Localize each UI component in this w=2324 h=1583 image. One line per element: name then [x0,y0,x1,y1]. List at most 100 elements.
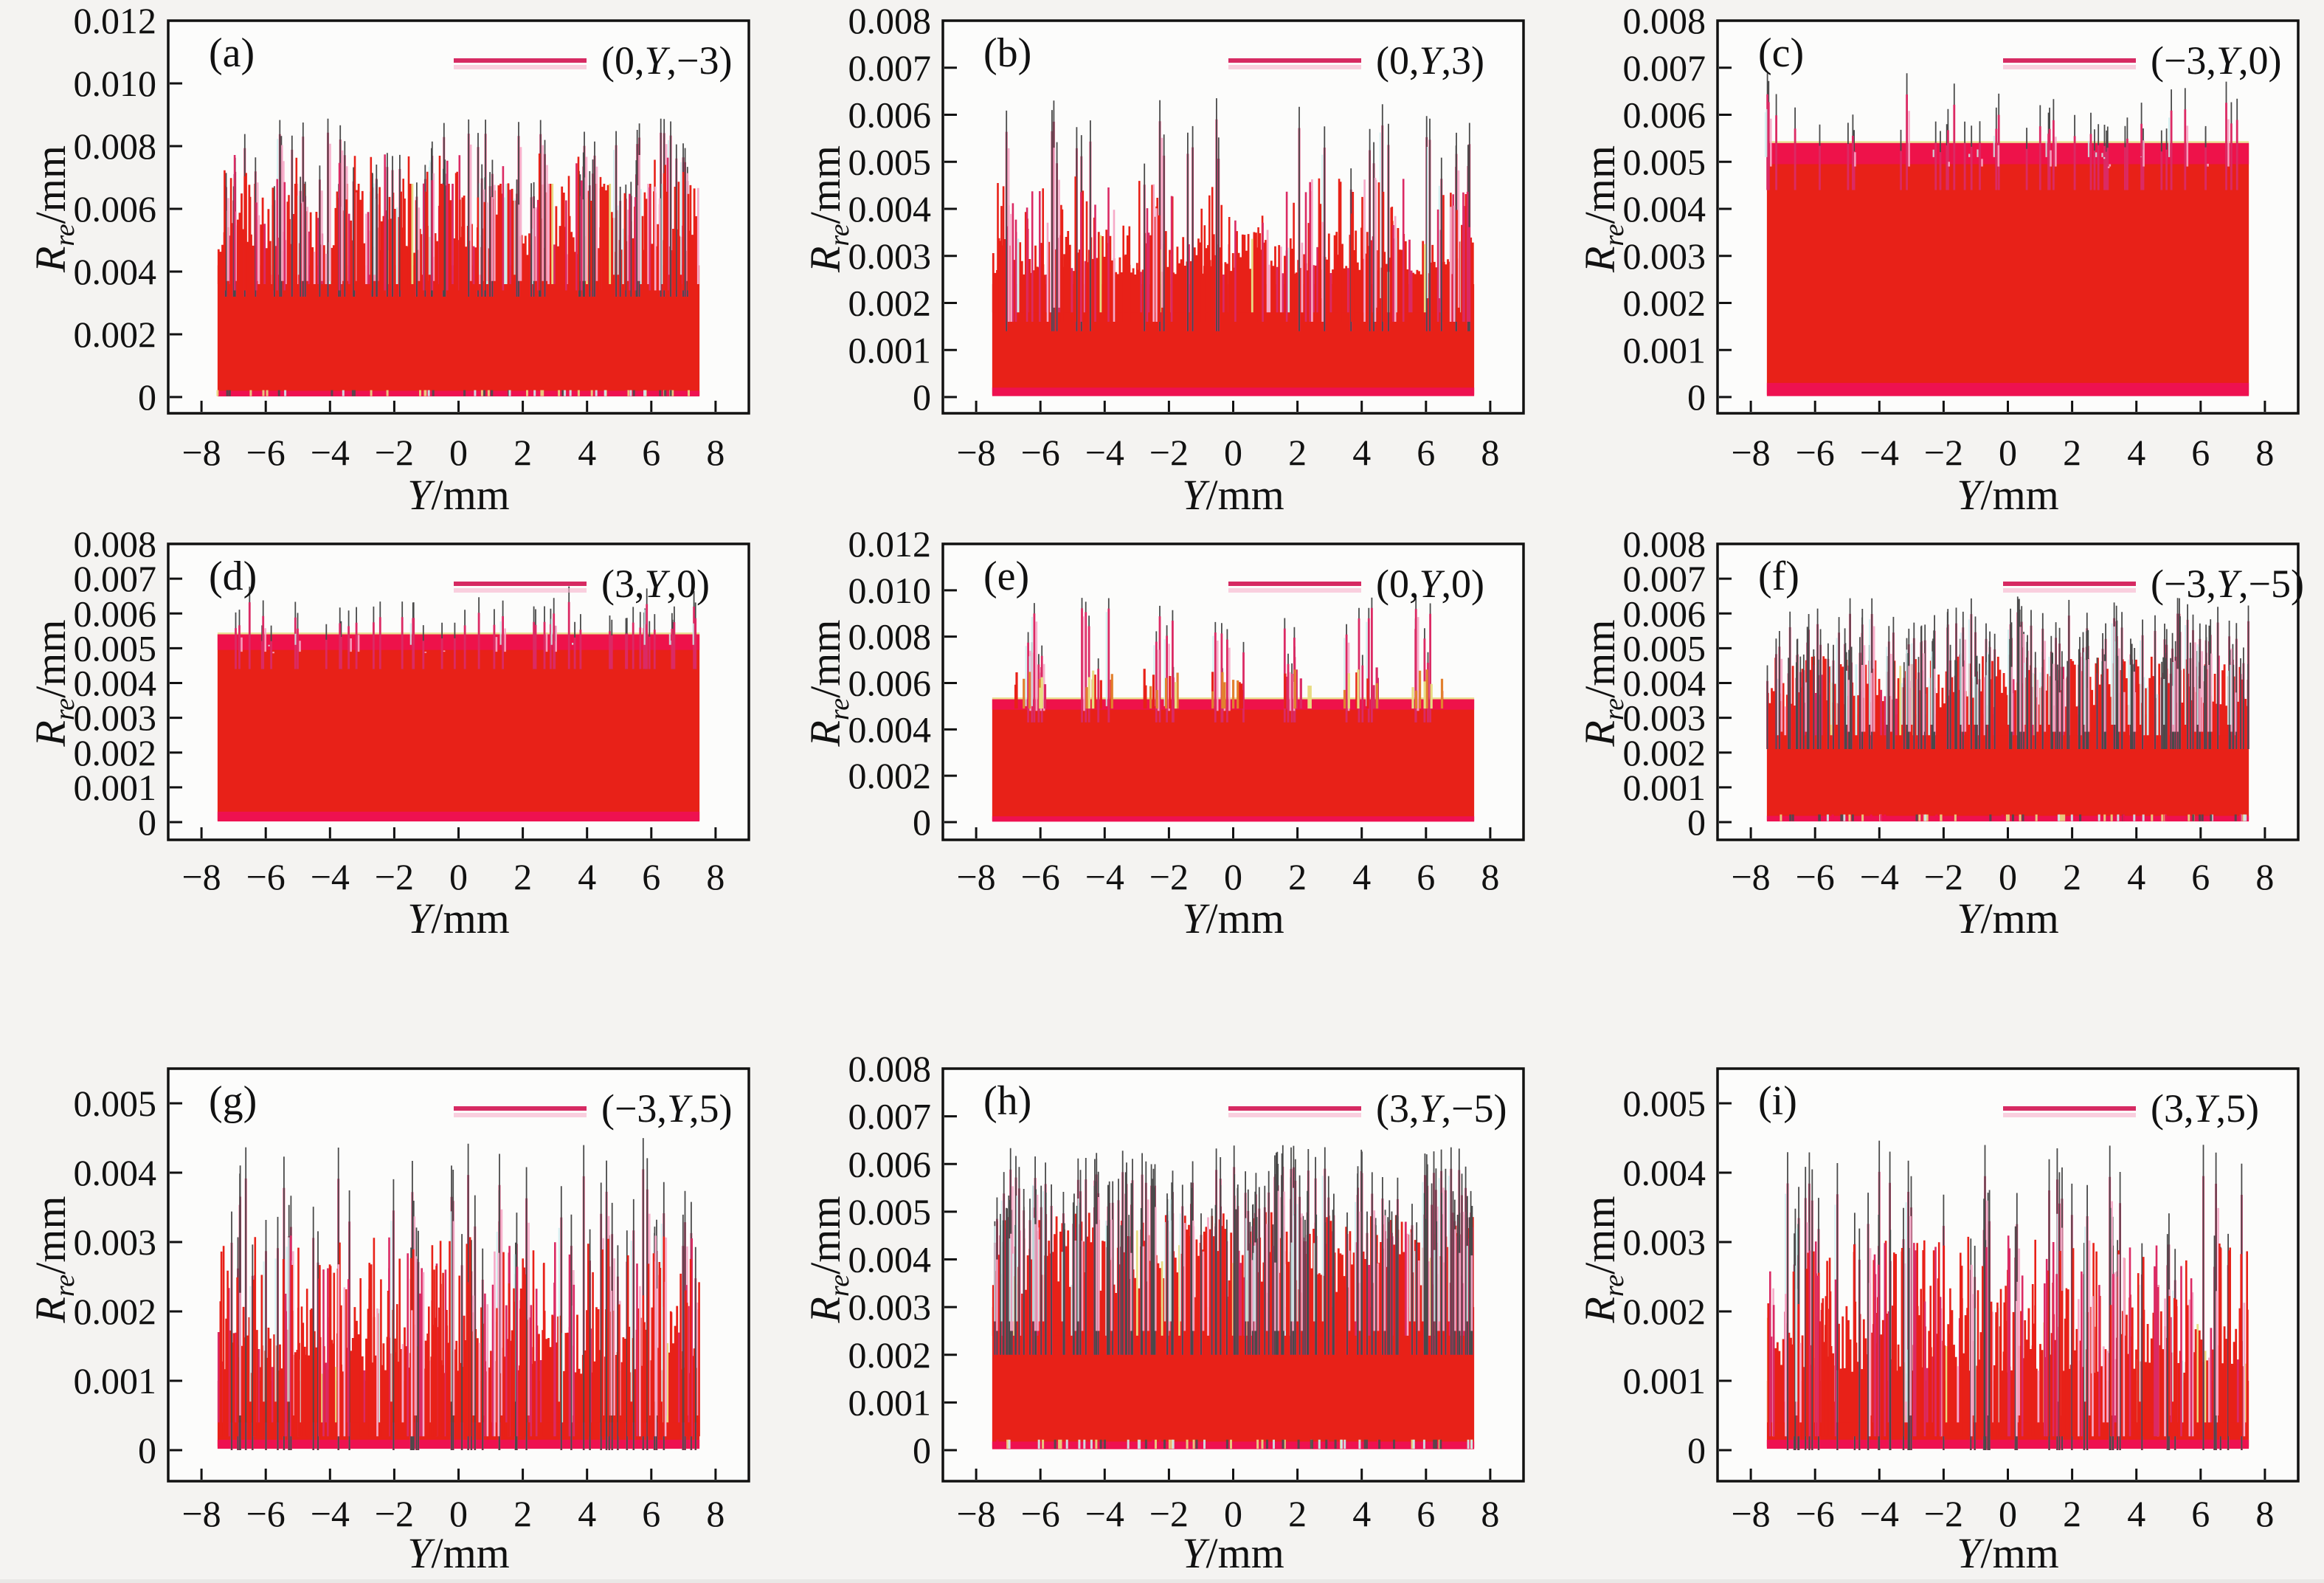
x-tick-label: 6 [642,432,660,473]
y-axis-title: Rre/mm [27,619,80,747]
x-tick-label: −2 [1149,856,1189,897]
x-tick-label: 0 [1999,856,2017,897]
y-tick-label: 0.002 [74,732,157,773]
y-tick-label: 0.001 [1623,1360,1706,1401]
x-tick-label: −8 [1731,856,1770,897]
y-tick-label: 0 [913,376,931,418]
x-tick-label: 8 [706,856,724,897]
y-tick-label: 0.003 [1623,235,1706,277]
y-tick-label: 0.004 [74,663,157,704]
x-tick-label: 0 [1224,432,1242,473]
y-tick-label: 0.008 [1623,523,1706,565]
panel-a: −8 −6 −4 −2 0 2 4 6 8 0 0.002 0.004 0.006 0.008 0.010 0… [27,0,750,519]
x-tick-label: 6 [2191,856,2210,897]
y-tick-label: 0.001 [74,767,157,808]
y-axis-title: Rre/mm [801,619,855,747]
y-tick-label: 0.004 [848,1239,932,1280]
x-tick-label: 8 [706,1493,724,1534]
x-tick-label: 4 [1352,1493,1371,1534]
legend-label: (0,Y,3) [1376,38,1484,83]
x-tick-label: 4 [578,1493,596,1534]
x-axis-title: Y/mm [1957,471,2059,519]
y-tick-label: 0 [1687,1429,1706,1471]
series-bottom-band [217,811,700,822]
axes-frame [941,542,1525,841]
y-tick-label: 0.001 [848,329,932,370]
x-tick-label: 6 [1417,432,1435,473]
x-tick-label: 8 [2255,856,2274,897]
x-tick-label: −6 [1021,1493,1060,1534]
x-tick-label: −6 [1021,432,1060,473]
y-tick-label: 0.002 [848,755,932,796]
y-tick-label: 0.006 [74,593,157,634]
x-tick-label: 0 [449,1493,468,1534]
x-tick-label: 2 [513,856,532,897]
x-axis-title: Y/mm [1957,894,2059,942]
y-tick-label: 0.012 [848,523,932,565]
series-bottom-band [992,816,1475,822]
x-tick-label: −4 [1085,432,1124,473]
y-tick-label: 0.005 [1623,627,1706,669]
y-tick-label: 0.003 [74,1221,157,1263]
series-top-band [1766,142,2249,165]
series-bottom-band [992,387,1475,396]
axes-frame [167,19,750,415]
series-bottom-band [217,390,700,397]
y-tick-label: 0.007 [74,558,157,599]
axes-frame [941,19,1525,415]
x-tick-label: −8 [181,856,221,897]
x-tick-label: −2 [1924,856,1963,897]
x-tick-label: −4 [1860,432,1899,473]
legend-label: (3,Y,−5) [1376,1086,1507,1131]
x-tick-label: 6 [1417,856,1435,897]
x-tick-label: −6 [1021,856,1060,897]
y-axis-title: Rre/mm [801,145,855,273]
series-bottom-band [992,1441,1475,1449]
x-axis-title: Y/mm [407,471,510,519]
x-tick-label: 4 [2127,856,2145,897]
x-tick-label: −2 [375,856,414,897]
x-tick-label: −8 [956,1493,995,1534]
x-tick-label: −2 [375,432,414,473]
series-body [992,699,1475,821]
x-tick-label: −4 [1085,1493,1124,1534]
y-tick-label: 0.004 [74,1152,157,1193]
legend-label: (0,Y,0) [1376,562,1484,606]
y-tick-label: 0.008 [848,1048,932,1089]
panel-letter: (d) [209,553,257,599]
y-tick-label: 0.002 [1623,283,1706,324]
y-tick-label: 0.010 [74,63,157,104]
series-bottom-band [1766,1439,2249,1449]
x-tick-label: −8 [181,432,221,473]
y-tick-label: 0.002 [74,314,157,355]
axes-frame [1716,1067,2300,1483]
y-tick-label: 0.002 [1623,1291,1706,1332]
y-tick-label: 0.008 [848,616,932,658]
x-tick-label: −4 [1860,856,1899,897]
y-tick-label: 0.003 [74,697,157,739]
panel-b: −8 −6 −4 −2 0 2 4 6 8 0 0.001 0.002 0.003 0.004 0.005 0… [801,0,1525,519]
x-tick-label: −2 [375,1493,414,1534]
x-axis-title: Y/mm [1182,471,1284,519]
x-tick-label: 2 [2063,856,2081,897]
y-tick-label: 0.003 [848,1286,932,1328]
y-tick-label: 0.005 [1623,1083,1706,1124]
x-tick-label: −4 [311,1493,350,1534]
series-top-band [217,634,700,650]
x-tick-label: 0 [1224,856,1242,897]
x-tick-label: −6 [246,432,286,473]
x-tick-label: 8 [1481,856,1499,897]
x-tick-label: 0 [1999,432,2017,473]
x-tick-label: −2 [1924,1493,1963,1534]
x-tick-label: 6 [642,856,660,897]
y-tick-label: 0.003 [848,235,932,277]
y-tick-label: 0.004 [1623,663,1706,704]
y-tick-label: 0.002 [74,1291,157,1332]
x-tick-label: 4 [2127,432,2145,473]
y-axis-title: Rre/mm [1576,1196,1630,1323]
y-axis-title: Rre/mm [27,1196,80,1323]
y-axis-title: Rre/mm [27,145,80,273]
panel-c: −8 −6 −4 −2 0 2 4 6 8 0 0.001 0.002 0.003 0.004 0.005 0… [1576,0,2300,519]
x-tick-label: −6 [1796,1493,1835,1534]
axes-frame [167,1067,750,1483]
